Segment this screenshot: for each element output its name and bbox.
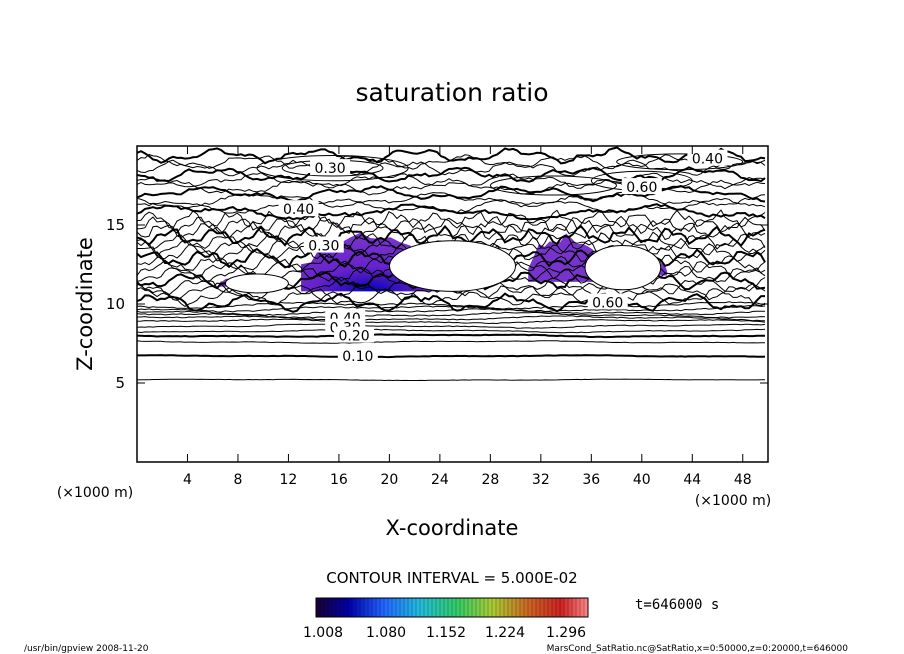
x-unit-right: (×1000 m) [695,493,771,509]
x-axis-ticks: 4 8 12 16 20 24 28 32 36 40 44 48 [183,146,752,488]
x-tick-label: 28 [481,472,499,488]
contour-line [137,292,766,313]
x-unit-left: (×1000 m) [57,485,133,501]
x-tick-label: 16 [330,472,348,488]
y-tick-label: 15 [106,216,125,234]
contour-label-bg [587,293,628,310]
contour-label: 0.20 [338,329,369,345]
contour-label-bg [621,178,662,195]
contour-loop [489,175,617,196]
contour-label-bg [337,347,378,364]
y-axis-ticks: 5 10 15 [106,216,768,392]
contour-label-bg [687,149,728,166]
contour-line [137,311,766,319]
contour-loop [256,154,409,182]
chart-title: saturation ratio [355,78,548,107]
contour-line [137,146,766,165]
contour-interval-text: CONTOUR INTERVAL = 5.000E-02 [326,569,577,587]
x-tick-label: 40 [633,472,651,488]
contour-label-bg [303,236,344,253]
x-tick-label: 24 [431,472,449,488]
contour-labels: 0.300.400.600.400.300.600.400.300.200.10 [278,149,728,365]
contour-line [137,221,766,241]
contour-line [137,224,766,248]
colorbar-tick-label: 1.224 [485,625,525,641]
contour-line [137,172,766,190]
contour-label: 0.60 [626,180,657,196]
contour-line [137,315,765,322]
x-tick-label: 12 [280,472,298,488]
contour-line [137,159,766,177]
x-axis-label: X-coordinate [386,516,519,540]
contour-line [137,354,766,359]
colorbar-gradient [315,597,589,618]
contour-label: 0.60 [592,295,623,311]
contour-line [137,328,766,334]
contour-line [137,333,765,339]
time-label: t=646000 s [635,597,719,613]
contour-line [137,308,766,316]
contour-line [137,203,766,221]
colorbar-tick-labels: 1.008 1.080 1.152 1.224 1.296 [303,625,586,641]
contour-label: 0.30 [308,239,339,255]
x-tick-label: 8 [233,472,242,488]
contour-line [137,378,766,382]
colorbar: 1.008 1.080 1.152 1.224 1.296 [303,597,589,641]
contour-label-bg [278,200,319,217]
footer-left: /usr/bin/gpview 2008-11-20 [24,644,149,654]
contour-loop [616,153,744,171]
contour-loop [224,273,289,294]
contour-lines [137,146,766,382]
contour-label-bg [334,326,375,343]
colorbar-tick-label: 1.152 [426,625,466,641]
x-tick-label: 36 [582,472,600,488]
contour-label: 0.40 [692,152,723,168]
plot-area: 0.300.400.600.400.300.600.400.300.200.10 [137,146,766,382]
colorbar-stripes [315,598,589,617]
contour-line [137,318,766,325]
y-tick-label: 10 [106,295,125,313]
y-tick-label: 5 [115,374,125,392]
x-tick-label: 44 [683,472,701,488]
x-tick-label: 20 [380,472,398,488]
y-axis-label: Z-coordinate [73,237,97,371]
contour-label: 0.30 [315,161,346,177]
contour-label: 0.40 [283,202,314,218]
contour-label-bg [310,159,351,176]
colorbar-tick-label: 1.080 [366,625,406,641]
x-tick-label: 48 [734,472,752,488]
contour-line [137,197,766,214]
x-tick-label: 32 [532,472,550,488]
footer-right: MarsCond_SatRatio.nc@SatRatio,x=0:50000,… [547,644,849,654]
colorbar-tick-label: 1.296 [546,625,586,641]
contour-loop [389,240,516,292]
contour-line [137,323,766,329]
contour-label: 0.10 [342,349,373,365]
contour-loop [584,245,662,291]
contour-line [137,286,766,307]
colorbar-tick-label: 1.008 [303,625,343,641]
contour-line [137,209,766,230]
x-tick-label: 4 [183,472,192,488]
contour-line [137,340,765,344]
